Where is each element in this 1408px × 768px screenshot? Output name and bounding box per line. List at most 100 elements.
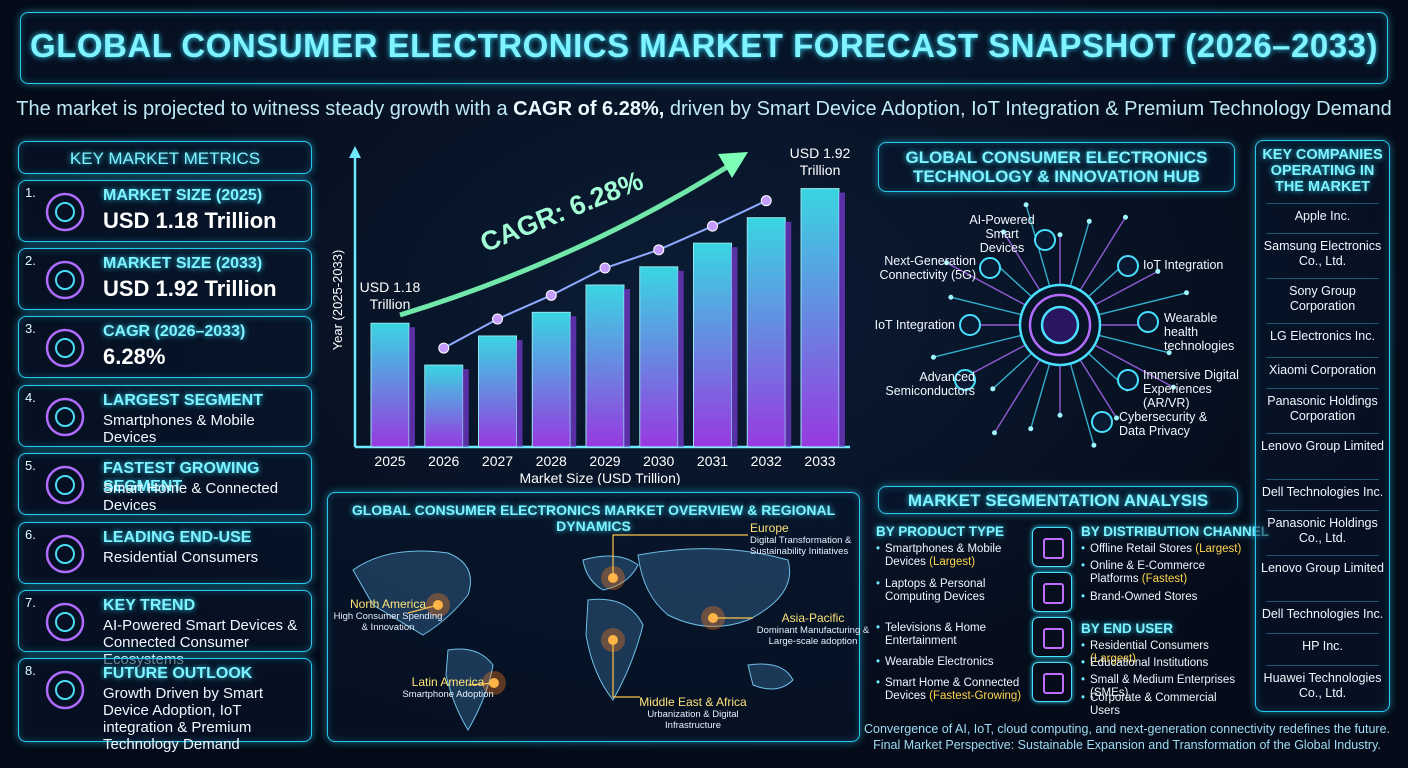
- bar-side: [409, 327, 415, 447]
- world-map: [352, 534, 794, 731]
- node-icon: [1091, 411, 1113, 433]
- metric-card: 8. FUTURE OUTLOOK Growth Driven by Smart D…: [18, 658, 312, 753]
- circuit-dot: [1184, 290, 1190, 296]
- metric-card: 3. CAGR (2026–2033) 6.28%: [18, 316, 312, 378]
- segment-item: • Televisions & Home Entertainment: [876, 622, 1036, 648]
- callout-line: [407, 604, 439, 614]
- segment-item: • Educational Institutions: [1081, 657, 1246, 670]
- circuit-dot: [1170, 384, 1176, 390]
- region-name: Middle East & Africa: [639, 695, 747, 709]
- metric-card: 5. FASTEST GROWING SEGMENT Smart Home & Co…: [18, 453, 312, 515]
- continent: [585, 598, 644, 701]
- company-name: Xiaomi Corporation: [1269, 363, 1376, 377]
- x-tick-label: 2026: [428, 453, 459, 469]
- segment-item-text: Televisions & Home Entertainment: [885, 622, 986, 647]
- segment-item-text: Wearable Electronics: [885, 656, 994, 668]
- segment-item: • Corporate & Commercial Users: [1081, 692, 1246, 718]
- metric-number: 2.: [25, 253, 36, 268]
- segment-item-note: (Fastest-Growing): [929, 690, 1022, 702]
- segment-item-text: Residential Consumers: [1090, 640, 1209, 652]
- hub-node-label: IoT Integration: [1143, 258, 1224, 272]
- metric-icon: [45, 465, 85, 505]
- metric-value: 6.28%: [103, 344, 166, 369]
- chart-area: CAGR: 6.28% Year (2025-2033) Market Size (…: [320, 140, 865, 486]
- metric-value: Smartphones & Mobile Devices: [103, 412, 255, 446]
- hub-header: GLOBAL CONSUMER ELECTRONICS TECHNOLOGY &…: [878, 142, 1235, 192]
- region-callout: Asia-Pacific Dominant Manufacturing & Lar…: [748, 611, 878, 647]
- bar: [639, 266, 679, 448]
- metric-value: Growth Driven by Smart Device Adoption, …: [103, 685, 264, 753]
- region-note: Digital Transformation & Sustainability …: [750, 535, 852, 557]
- region-note: Urbanization & Digital Infrastructure: [647, 709, 739, 731]
- metric-number: 6.: [25, 527, 36, 542]
- x-tick-label: 2032: [751, 453, 782, 469]
- circuit-dot: [1001, 229, 1006, 235]
- company-name: Panasonic Holdings Co., Ltd.: [1267, 516, 1378, 545]
- icon-ring: [45, 670, 85, 710]
- icon-ring: [45, 328, 85, 368]
- icon-core: [55, 680, 75, 700]
- metric-label: LARGEST SEGMENT: [103, 392, 264, 409]
- segment-item-note: (Fastest): [1141, 573, 1188, 585]
- node-icon: [959, 314, 981, 336]
- segment-item-text: Smart Home & Connected Devices: [885, 677, 1020, 702]
- segment-item-note: (Largest): [1090, 653, 1137, 665]
- node-icon: [1034, 229, 1056, 251]
- bullet: •: [876, 622, 881, 634]
- icon-core: [55, 612, 75, 632]
- circuit-line: [1069, 221, 1090, 287]
- circuit-line: [1098, 292, 1187, 316]
- bar: [478, 335, 517, 448]
- trend-point: [707, 220, 718, 232]
- hub-core: [1018, 283, 1102, 367]
- circuit-dot: [1123, 214, 1128, 220]
- bullet: •: [1081, 692, 1086, 704]
- icon-ring: [45, 192, 85, 232]
- region-callout: Latin America Smartphone Adoption: [383, 675, 513, 700]
- x-axis-title: Market Size (USD Trillion): [519, 470, 680, 485]
- y-axis-arrow: [349, 146, 361, 158]
- circuit-dot: [1114, 415, 1119, 421]
- subtitle: The market is projected to witness stead…: [0, 98, 1408, 121]
- metric-card: 2. MARKET SIZE (2033) USD 1.92 Trillion: [18, 248, 312, 310]
- hub-graphic: [930, 202, 1190, 448]
- icon-ring: [45, 534, 85, 574]
- bar: [585, 284, 625, 448]
- company-divider: [1266, 278, 1379, 279]
- node-icon: [954, 369, 976, 391]
- metric-number: 4.: [25, 390, 36, 405]
- icon-core: [55, 475, 75, 495]
- company-divider: [1266, 433, 1379, 434]
- bar: [424, 364, 464, 448]
- trend-point: [653, 244, 665, 256]
- section-title: KEY MARKET METRICS: [69, 149, 261, 168]
- metric-number: 7.: [25, 595, 36, 610]
- metric-icon: [45, 670, 85, 710]
- circuit-dot: [1091, 442, 1097, 448]
- circuit-dot: [1023, 202, 1029, 208]
- segment-item: • Laptops & Personal Computing Devices: [876, 578, 1036, 604]
- circuit-line: [993, 359, 1041, 434]
- x-tick-label: 2030: [643, 453, 674, 469]
- bar: [531, 311, 571, 448]
- callout-line: [612, 640, 640, 698]
- x-tick-label: 2025: [374, 453, 405, 469]
- company-divider: [1266, 479, 1379, 480]
- hub-node-label: Immersive Digital Experiences (AR/VR): [1143, 368, 1239, 410]
- circuit-line: [1030, 363, 1051, 429]
- metric-value: AI-Powered Smart Devices & Connected Con…: [103, 617, 298, 668]
- circuit-dot: [992, 430, 997, 436]
- title-box: GLOBAL CONSUMER ELECTRONICS MARKET FOREC…: [20, 12, 1388, 84]
- circuit-dot: [1028, 426, 1034, 432]
- region-note: Smartphone Adoption: [402, 689, 494, 700]
- company-name: HP Inc.: [1302, 639, 1343, 653]
- bar-side: [839, 192, 845, 447]
- company-name: Lenovo Group Limited: [1261, 439, 1384, 453]
- bar: [693, 242, 732, 448]
- segment-item: • Residential Consumers (Largest): [1081, 640, 1246, 666]
- metric-number: 1.: [25, 185, 36, 200]
- x-tick-label: 2029: [589, 453, 620, 469]
- region-callout: Middle East & Africa Urbanization & Digit…: [628, 695, 758, 731]
- circuit-line: [933, 334, 1022, 358]
